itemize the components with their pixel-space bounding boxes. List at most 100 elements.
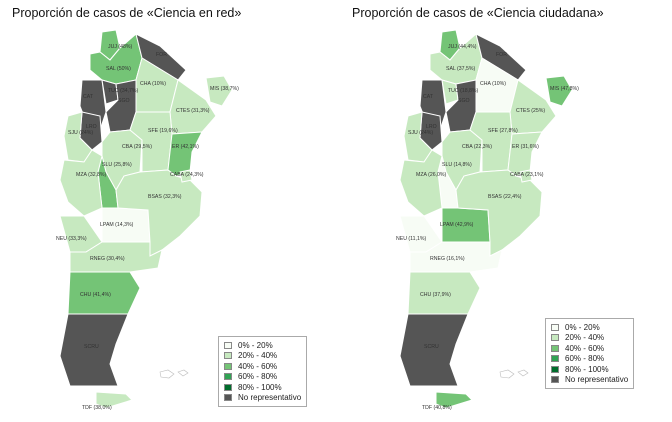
islands-shape [159, 369, 189, 379]
legend-item: No representativo [551, 375, 628, 386]
province-label-juj: JUJ (44,4%) [448, 44, 477, 50]
province-label-cba: CBA (29,5%) [122, 144, 152, 150]
legend-label: 20% - 40% [238, 351, 278, 361]
legend-ciencia-en-red: 0% - 20% 20% - 40% 40% - 60% 60% - 80% 8… [218, 336, 308, 407]
province-label-tuc: TUC (34,7%) [108, 88, 139, 94]
province-label-rneg: RNEG (16,1%) [430, 256, 465, 262]
province-for [135, 33, 187, 81]
legend-item: No representativo [224, 393, 301, 404]
province-label-sal: SAL (50%) [106, 66, 131, 72]
legend-item: 60% - 80% [551, 354, 628, 365]
province-mza [399, 149, 443, 217]
province-mis [545, 75, 573, 107]
legend-item: 80% - 100% [551, 364, 628, 375]
legend-label: 20% - 40% [565, 333, 605, 343]
province-label-sgo: SGO [118, 98, 130, 104]
map-title-ciencia-ciudadana: Proporción de casos de «Ciencia ciudadan… [352, 6, 604, 20]
legend-item: 20% - 40% [551, 333, 628, 344]
province-label-sju: SJU (24%) [68, 130, 93, 136]
legend-swatch [224, 352, 232, 360]
province-label-mis: MIS (47,8%) [550, 86, 579, 92]
legend-label: 60% - 80% [565, 354, 605, 364]
province-label-chu: CHU (37,9%) [420, 292, 451, 298]
province-label-tdf: TDF (38,0%) [82, 405, 112, 411]
province-label-juj: JUJ (48%) [108, 44, 132, 50]
legend-item: 20% - 40% [224, 351, 301, 362]
province-mza [59, 149, 103, 217]
province-caba [519, 169, 533, 183]
province-label-mis: MIS (38,7%) [210, 86, 239, 92]
province-label-sal: SAL (37,5%) [446, 66, 475, 72]
legend-swatch [224, 373, 232, 381]
legend-label: 0% - 20% [565, 322, 600, 332]
legend-label: 60% - 80% [238, 372, 278, 382]
legend-label: 80% - 100% [238, 382, 282, 392]
legend-item: 0% - 20% [224, 340, 301, 351]
legend-item: 0% - 20% [551, 322, 628, 333]
legend-label: No representativo [238, 393, 302, 403]
province-label-slu: SLU (25,8%) [102, 162, 132, 168]
province-label-caba: CABA (24,3%) [170, 172, 204, 178]
province-label-ctes: CTES (25%) [516, 108, 545, 114]
province-mis [205, 75, 233, 107]
province-label-ctes: CTES (31,3%) [176, 108, 210, 114]
legend-label: 0% - 20% [238, 340, 273, 350]
choropleth-map-ciencia-en-red: JUJ (48%) SAL (50%) FOR CHA (10%) MIS (38,7%… [56, 29, 239, 411]
legend-swatch [551, 323, 559, 331]
province-label-tuc: TUC (18,8%) [448, 88, 479, 94]
province-caba [179, 169, 193, 183]
legend-label: 80% - 100% [565, 364, 609, 374]
legend-swatch [551, 355, 559, 363]
province-label-caba: CABA (23,1%) [510, 172, 544, 178]
province-label-neu: NEU (33,3%) [56, 236, 87, 242]
legend-item: 40% - 60% [551, 343, 628, 354]
province-label-cat: CAT [83, 94, 94, 100]
legend-swatch [551, 365, 559, 373]
legend-swatch [224, 341, 232, 349]
province-label-slu: SLU (14,8%) [442, 162, 472, 168]
province-label-lrj: LRO [426, 124, 437, 130]
province-label-bsas: BSAS (22,4%) [488, 194, 522, 200]
province-er [167, 131, 203, 177]
province-label-for: FOR [156, 52, 167, 58]
province-scru [399, 313, 469, 387]
legend-ciencia-ciudadana: 0% - 20% 20% - 40% 40% - 60% 60% - 80% 8… [545, 318, 635, 389]
province-label-chu: CHU (41,4%) [80, 292, 111, 298]
legend-swatch [551, 334, 559, 342]
province-label-sgo: SGO [458, 98, 470, 104]
legend-label: No representativo [565, 375, 629, 385]
province-label-cha: CHA (10%) [480, 81, 506, 87]
province-er [507, 131, 543, 177]
legend-swatch [551, 344, 559, 352]
legend-item: 40% - 60% [224, 361, 301, 372]
province-label-sfe: SFE (19,6%) [148, 128, 178, 134]
province-bsas [115, 169, 203, 257]
province-label-bsas: BSAS (32,3%) [148, 194, 182, 200]
province-label-tdf: TDF (40,8%) [422, 405, 452, 411]
province-label-cat: CAT [423, 94, 434, 100]
province-bsas [455, 169, 543, 257]
province-label-lpam: LPAM (42,9%) [440, 222, 474, 228]
province-chu [67, 271, 141, 315]
province-label-for: FOR [496, 52, 507, 58]
province-label-lpam: LPAM (14,3%) [100, 222, 134, 228]
map-title-ciencia-en-red: Proporción de casos de «Ciencia en red» [12, 6, 242, 20]
legend-item: 80% - 100% [224, 382, 301, 393]
province-label-neu: NEU (11,1%) [396, 236, 426, 242]
legend-label: 40% - 60% [238, 361, 278, 371]
province-label-sju: SJU (24%) [408, 130, 433, 136]
legend-swatch [224, 383, 232, 391]
province-label-cha: CHA (10%) [140, 81, 166, 87]
province-label-mza: MZA (32,8%) [76, 172, 107, 178]
province-tdf [435, 391, 473, 409]
province-chu [407, 271, 481, 315]
islands-shape [499, 369, 529, 379]
legend-label: 40% - 60% [565, 343, 605, 353]
legend-swatch [224, 362, 232, 370]
province-label-scru: SCRU [424, 344, 439, 350]
province-tdf [95, 391, 133, 409]
province-label-scru: SCRU [84, 344, 99, 350]
province-label-rneg: RNEG (30,4%) [90, 256, 125, 262]
province-scru [59, 313, 129, 387]
legend-swatch [551, 376, 559, 384]
